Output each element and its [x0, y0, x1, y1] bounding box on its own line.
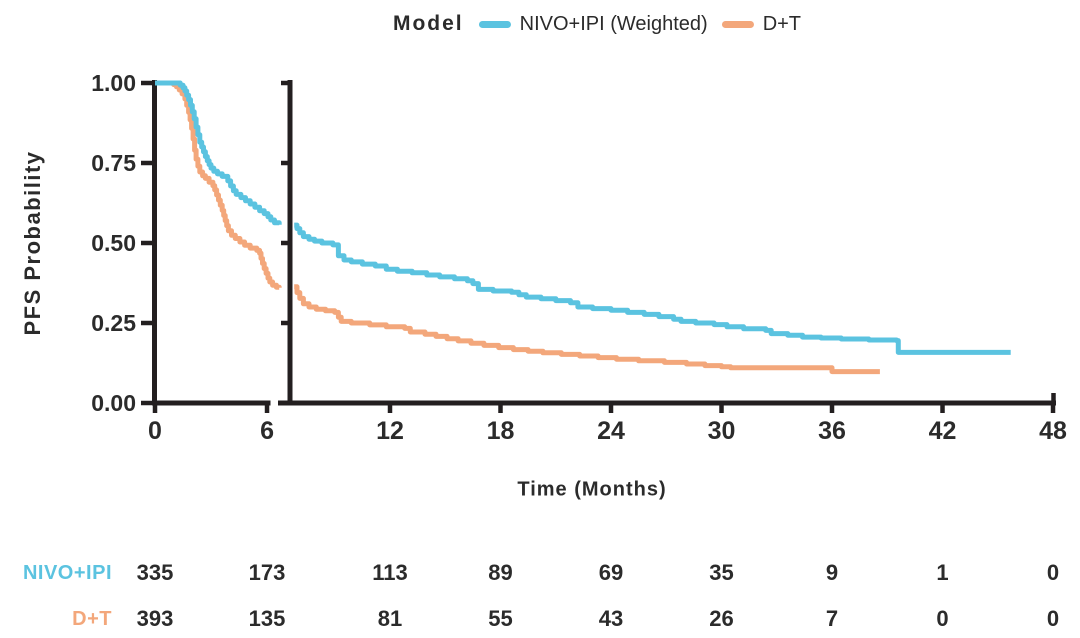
- risk-cell: 0: [1046, 606, 1060, 631]
- km-curve-dt-left: [155, 80, 282, 290]
- risk-cell: 393: [136, 606, 174, 631]
- legend-title: Model: [392, 12, 464, 35]
- y-tick-label: 0.50: [91, 230, 136, 256]
- risk-cell: 69: [598, 560, 624, 585]
- risk-cell: 7: [825, 606, 839, 631]
- legend-items: NIVO+IPI (Weighted) D+T: [478, 12, 802, 36]
- risk-row-label-dt: D+T: [72, 608, 112, 630]
- risk-cell: 43: [598, 606, 624, 631]
- risk-cell: 135: [248, 606, 286, 631]
- x-tick-label: 42: [929, 417, 957, 445]
- risk-cell: 113: [372, 560, 408, 585]
- chart-legend: Model NIVO+IPI (Weighted) D+T: [393, 12, 801, 36]
- risk-cell: 55: [488, 606, 513, 631]
- risk-cell: 9: [825, 560, 839, 585]
- x-axis-title: Time (Months): [517, 478, 667, 501]
- risk-cell: 89: [488, 560, 513, 585]
- x-tick-label: 36: [818, 417, 846, 445]
- risk-cell: 173: [248, 560, 286, 585]
- legend-swatch-icon: [478, 20, 511, 28]
- km-curve-dt-right: [294, 284, 880, 375]
- y-tick-label: 0.75: [91, 150, 136, 176]
- km-curve-nivo-ipi-left: [155, 80, 282, 226]
- x-tick-label: 48: [1039, 417, 1067, 445]
- risk-cell: 1: [936, 560, 949, 585]
- legend-item-nivo-ipi: NIVO+IPI (Weighted): [478, 12, 708, 36]
- risk-cell: 26: [709, 606, 734, 631]
- x-tick-label: 30: [708, 417, 736, 445]
- x-tick-label: 0: [148, 417, 162, 445]
- legend-swatch-icon: [721, 20, 754, 28]
- x-tick-label: 12: [376, 417, 404, 445]
- risk-row-label-nivo-ipi: NIVO+IPI: [22, 562, 112, 584]
- y-tick-label: 1.00: [91, 70, 136, 96]
- y-tick-label: 0.25: [91, 310, 136, 336]
- x-tick-label: 6: [260, 417, 274, 445]
- km-plot: 0.00 0.25 0.50 0.75 1.00 0 6 12 18 24 30 36 42 48: [91, 70, 1067, 445]
- y-tick-label: 0.00: [91, 390, 136, 416]
- risk-cell: 81: [377, 606, 403, 631]
- km-curve-nivo-ipi-right: [294, 222, 1011, 355]
- legend-item-label: NIVO+IPI (Weighted): [519, 12, 708, 35]
- risk-cell: 0: [936, 606, 949, 631]
- x-tick-label: 24: [597, 417, 625, 445]
- legend-item-label: D+T: [762, 12, 802, 35]
- risk-cell: 0: [1046, 560, 1060, 585]
- risk-cell: 335: [136, 560, 174, 585]
- legend-item-dt: D+T: [721, 12, 802, 36]
- x-tick-label: 18: [487, 417, 515, 445]
- risk-cell: 35: [709, 560, 734, 585]
